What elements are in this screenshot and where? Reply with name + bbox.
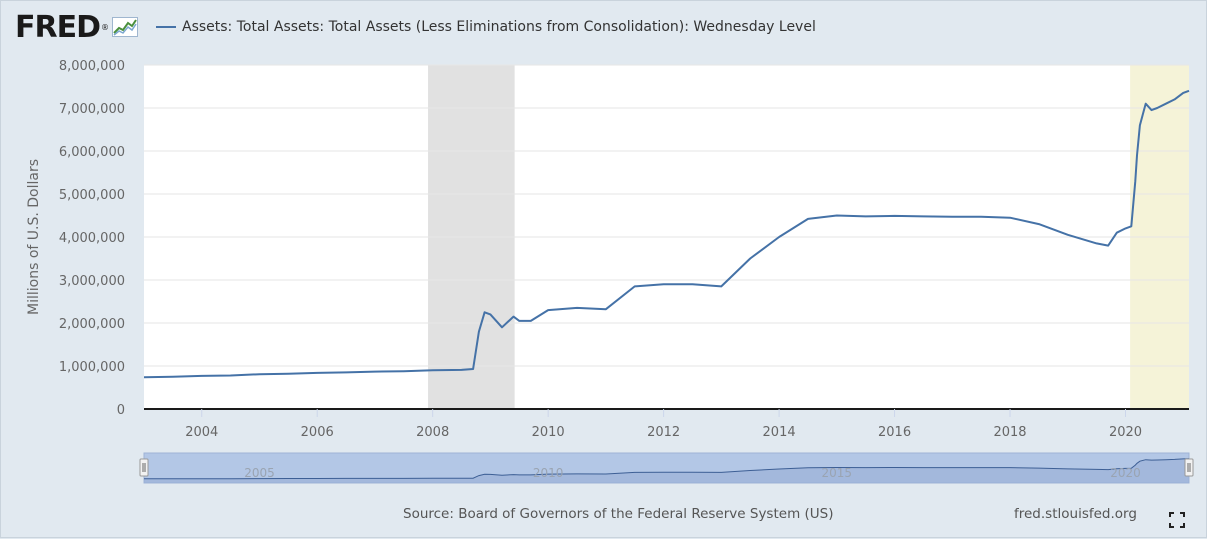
x-tick-label: 2004: [185, 425, 218, 440]
x-tick-label: 2016: [878, 425, 911, 440]
x-tick-label: 2010: [532, 425, 565, 440]
y-tick-label: 7,000,000: [59, 102, 125, 117]
x-tick-label: 2012: [647, 425, 680, 440]
site-link[interactable]: fred.stlouisfed.org: [1014, 506, 1137, 522]
x-tick-label: 2018: [993, 425, 1026, 440]
navigator-right-handle[interactable]: [1184, 458, 1194, 477]
navigator-label: 2020: [1110, 466, 1141, 480]
y-axis-title: Millions of U.S. Dollars: [26, 159, 42, 315]
fred-logo-chart-icon: [112, 17, 138, 37]
y-tick-label: 4,000,000: [59, 231, 125, 246]
x-tick-label: 2020: [1109, 425, 1142, 440]
series-line[interactable]: [143, 89, 1190, 379]
logo-text: FRED: [15, 9, 101, 45]
navigator-label: 2010: [533, 466, 564, 480]
chart-header: FRED ® Assets: Total Assets: Total Asset…: [15, 9, 816, 45]
legend-swatch: [156, 26, 176, 28]
y-tick-label: 1,000,000: [59, 360, 125, 375]
y-tick-label: 3,000,000: [59, 274, 125, 289]
x-tick-label: 2006: [301, 425, 334, 440]
y-tick-label: 2,000,000: [59, 317, 125, 332]
navigator-label: 2015: [822, 466, 853, 480]
x-tick-label: 2008: [416, 425, 449, 440]
y-tick-label: 0: [117, 403, 125, 418]
navigator-left-handle[interactable]: [139, 458, 149, 477]
y-tick-label: 6,000,000: [59, 145, 125, 160]
fred-logo[interactable]: FRED ®: [15, 10, 138, 45]
navigator-label: 2005: [244, 466, 275, 480]
y-tick-label: 5,000,000: [59, 188, 125, 203]
legend-series-label: Assets: Total Assets: Total Assets (Less…: [182, 19, 816, 35]
navigator-line: [144, 458, 1190, 480]
source-text: Source: Board of Governors of the Federa…: [403, 506, 834, 522]
fullscreen-icon[interactable]: [1168, 511, 1186, 529]
navigator-area: [144, 458, 1189, 483]
legend[interactable]: Assets: Total Assets: Total Assets (Less…: [156, 19, 816, 35]
y-tick-label: 8,000,000: [59, 59, 125, 74]
x-tick-label: 2014: [763, 425, 796, 440]
logo-registered-mark: ®: [101, 22, 109, 32]
